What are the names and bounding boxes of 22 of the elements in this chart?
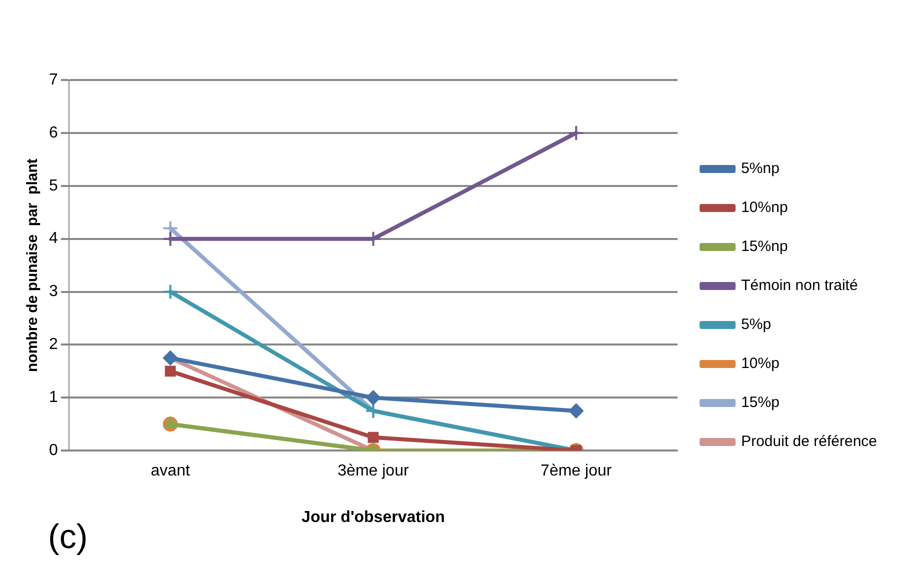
text: (c) [48, 518, 88, 556]
y-axis-title: nombre de punaise par plant [24, 158, 42, 372]
y-tick-label: 7 [48, 71, 58, 88]
x-axis-title: Jour d'observation [302, 508, 445, 526]
legend-label: Produit de référence [741, 433, 878, 450]
legend-label: 15%p [741, 394, 780, 412]
legend-label: 5%p [741, 316, 772, 334]
y-tick-label: 4 [48, 230, 58, 248]
y-tick-label: 2 [48, 336, 58, 354]
legend-label: Témoin non traité [741, 277, 858, 294]
y-tick-label: 5 [48, 177, 58, 194]
x-tick-label: 7ème jour [540, 462, 612, 480]
legend-label: 5%np [741, 160, 780, 178]
y-tick-label: 0 [48, 442, 58, 460]
legend-label: 10%np [741, 199, 788, 216]
x-tick-label: avant [150, 462, 190, 480]
x-tick-label: 3ème jour [338, 462, 410, 480]
legend-label: 10%p [741, 355, 780, 372]
legend-label: 15%np [741, 238, 788, 256]
y-tick-label: 6 [48, 124, 58, 142]
y-tick-label: 1 [48, 389, 58, 406]
y-tick-label: 3 [48, 283, 58, 300]
